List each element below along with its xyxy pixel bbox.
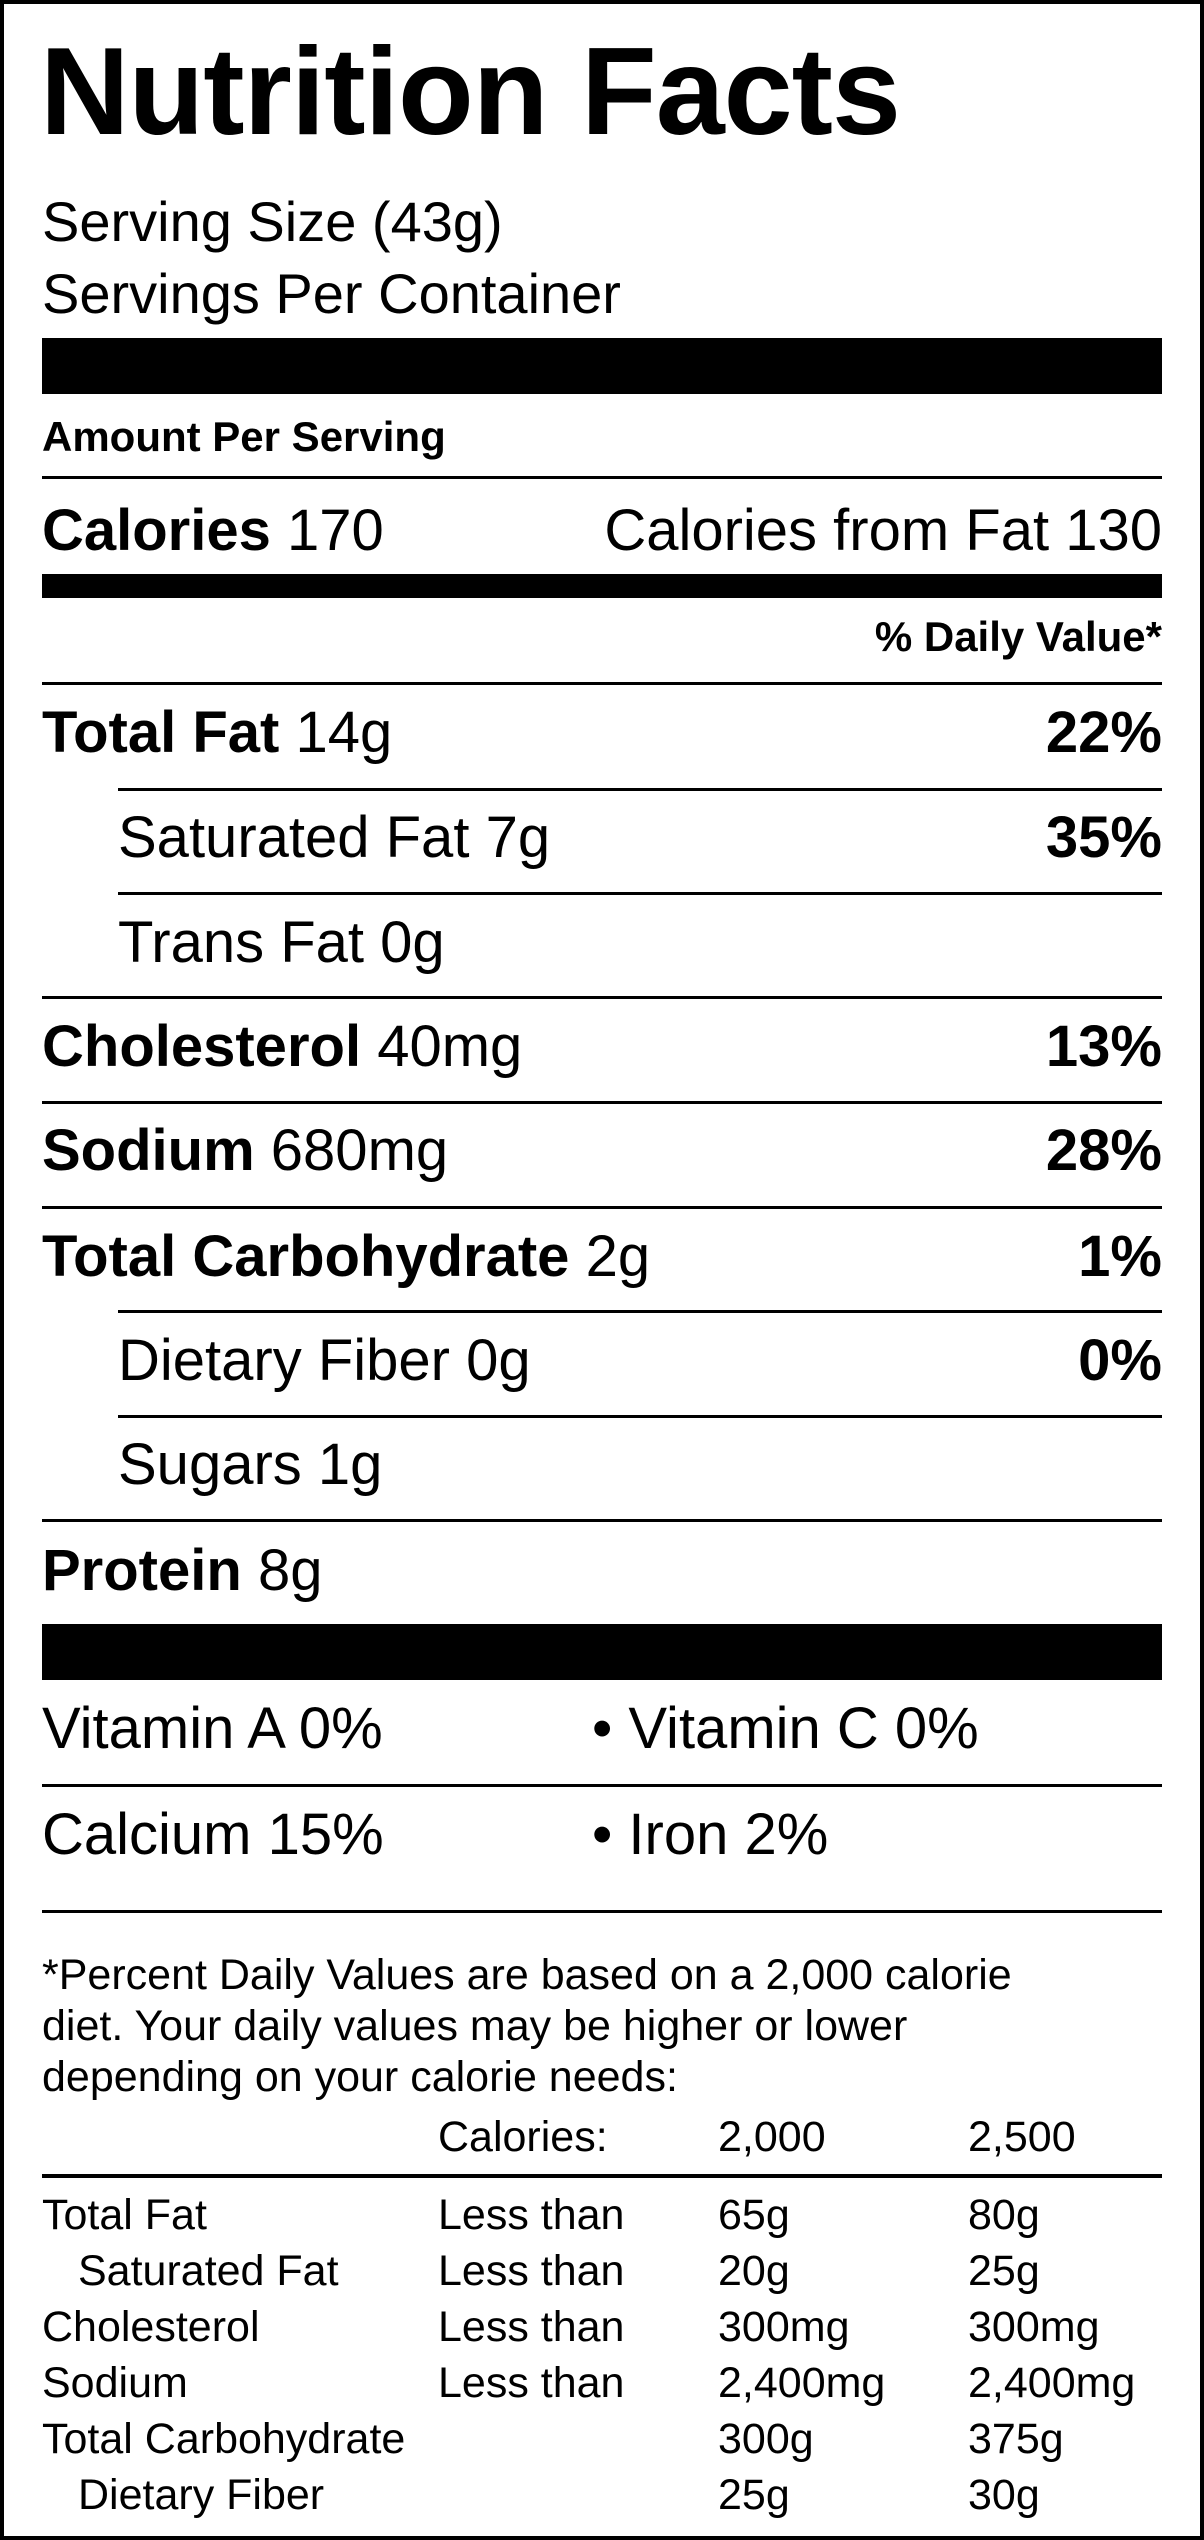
thick-rule-vitamins: [42, 1624, 1162, 1680]
footnote-calories-label: Calories:: [438, 2113, 608, 2161]
rule-footnote-table: [42, 2174, 1162, 2178]
footnote-line-2: diet. Your daily values may be higher or…: [42, 2002, 908, 2050]
dietary-fiber-row: Dietary Fiber 0g: [118, 1332, 531, 1390]
daily-value-header: % Daily Value*: [874, 613, 1162, 660]
rule-calcium: [42, 1784, 1162, 1787]
trans-fat-label: Trans Fat: [118, 910, 365, 975]
footnote-line-3: depending on your calorie needs:: [42, 2053, 678, 2101]
sodium-dv: 28%: [1045, 1118, 1162, 1183]
footnote-row-v2: 2,400mg: [968, 2359, 1136, 2407]
footnote-row-name: Cholesterol: [42, 2303, 260, 2351]
serving-size: Serving Size (43g): [42, 190, 503, 253]
sugars-amount: 1g: [317, 1432, 383, 1497]
footnote-row-v2: 375g: [968, 2415, 1064, 2463]
sugars-row: Sugars 1g: [118, 1436, 382, 1494]
calories-from-fat-value: 130: [1065, 498, 1162, 563]
rule-total-carbohydrate: [42, 1206, 1162, 1209]
saturated-fat-row: Saturated Fat 7g: [118, 809, 550, 867]
medium-rule-calories: [42, 574, 1162, 598]
rule-dietary-fiber: [118, 1310, 1162, 1313]
total-fat-dv: 22%: [1045, 700, 1162, 765]
servings-per-container: Servings Per Container: [42, 262, 621, 325]
calories-from-fat-label: Calories from Fat: [604, 498, 1050, 563]
rule-saturated-fat: [118, 788, 1162, 791]
rule-protein: [42, 1519, 1162, 1522]
cholesterol-row: Cholesterol 40mg: [42, 1018, 522, 1076]
footnote-row-qualifier: Less than: [438, 2191, 625, 2239]
footnote-row-name: Sodium: [42, 2359, 188, 2407]
sodium-row: Sodium 680mg: [42, 1122, 448, 1180]
vitamin-a: Vitamin A 0%: [42, 1696, 383, 1761]
footnote-row-name: Saturated Fat: [78, 2247, 339, 2295]
footnote-row-v1: 300mg: [718, 2303, 850, 2351]
calcium: Calcium 15%: [42, 1802, 384, 1867]
trans-fat-row: Trans Fat 0g: [118, 914, 445, 972]
footnote-row-qualifier: Less than: [438, 2359, 625, 2407]
footnote-row-v2: 30g: [968, 2471, 1040, 2519]
cholesterol-dv: 13%: [1045, 1014, 1162, 1079]
calories-label: Calories: [42, 498, 271, 563]
protein-amount: 8g: [257, 1538, 323, 1603]
footnote-row-v1: 300g: [718, 2415, 814, 2463]
dietary-fiber-label: Dietary Fiber: [118, 1328, 450, 1393]
footnote-row-v1: 25g: [718, 2471, 790, 2519]
rule-sugars: [118, 1415, 1162, 1418]
total-fat-amount: 14g: [295, 700, 393, 765]
footnote-row-v2: 300mg: [968, 2303, 1100, 2351]
saturated-fat-dv: 35%: [1045, 805, 1162, 870]
calories-from-fat: Calories from Fat 130: [604, 502, 1162, 560]
rule-footnote: [42, 1910, 1162, 1913]
footnote-row-v1: 65g: [718, 2191, 790, 2239]
footnote-row-qualifier: Less than: [438, 2303, 625, 2351]
footnote-row-v2: 80g: [968, 2191, 1040, 2239]
footnote-row-name: Dietary Fiber: [78, 2471, 325, 2519]
total-carbohydrate-row: Total Carbohydrate 2g: [42, 1228, 650, 1286]
rule-sodium: [42, 1101, 1162, 1104]
rule-cholesterol: [42, 996, 1162, 999]
footnote-row-name: Total Carbohydrate: [42, 2415, 406, 2463]
footnote-col-2500: 2,500: [968, 2113, 1076, 2161]
rule-total-fat: [42, 682, 1162, 685]
footnote-row-v1: 2,400mg: [718, 2359, 886, 2407]
cholesterol-label: Cholesterol: [42, 1014, 362, 1079]
footnote-line-1: *Percent Daily Values are based on a 2,0…: [42, 1951, 1012, 1999]
sodium-label: Sodium: [42, 1118, 255, 1183]
iron: • Iron 2%: [592, 1802, 829, 1867]
calories-row: Calories 170: [42, 502, 384, 560]
sodium-amount: 680mg: [270, 1118, 449, 1183]
dietary-fiber-amount: 0g: [466, 1328, 531, 1393]
protein-label: Protein: [42, 1538, 242, 1603]
saturated-fat-amount: 7g: [485, 805, 551, 870]
dietary-fiber-dv: 0%: [1078, 1328, 1162, 1393]
footnote-row-name: Total Fat: [42, 2191, 207, 2239]
label-title: Nutrition Facts: [40, 23, 901, 161]
amount-per-serving: Amount Per Serving: [42, 413, 446, 460]
vitamin-c: • Vitamin C 0%: [592, 1696, 979, 1761]
footnote-row-v1: 20g: [718, 2247, 790, 2295]
footnote-row-qualifier: Less than: [438, 2247, 625, 2295]
rule-calories: [42, 476, 1162, 479]
footnote-col-2000: 2,000: [718, 2113, 826, 2161]
rule-trans-fat: [118, 892, 1162, 895]
protein-row: Protein 8g: [42, 1542, 322, 1600]
footnote-row-v2: 25g: [968, 2247, 1040, 2295]
thick-rule-top: [42, 338, 1162, 394]
total-carbohydrate-label: Total Carbohydrate: [42, 1224, 570, 1289]
total-fat-label: Total Fat: [42, 700, 280, 765]
total-fat-row: Total Fat 14g: [42, 704, 392, 762]
saturated-fat-label: Saturated Fat: [118, 805, 470, 870]
total-carbohydrate-amount: 2g: [585, 1224, 651, 1289]
sugars-label: Sugars: [118, 1432, 302, 1497]
calories-value: 170: [287, 498, 384, 563]
total-carbohydrate-dv: 1%: [1078, 1224, 1162, 1289]
cholesterol-amount: 40mg: [377, 1014, 523, 1079]
trans-fat-amount: 0g: [380, 910, 445, 975]
